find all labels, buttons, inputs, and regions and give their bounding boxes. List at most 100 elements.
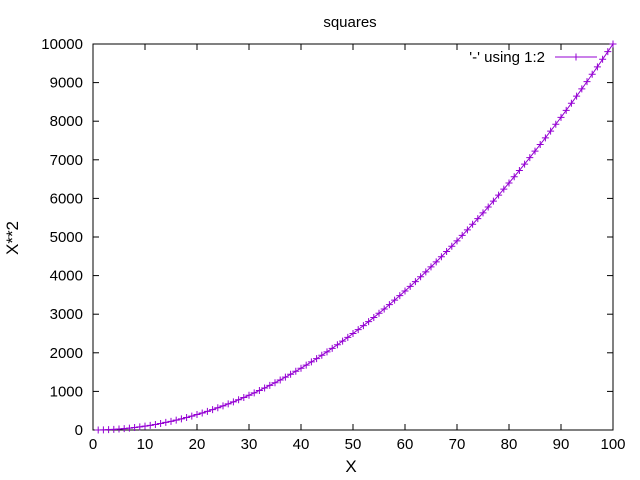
series-layer	[94, 40, 617, 434]
data-point	[370, 313, 378, 321]
data-point	[510, 173, 518, 181]
x-tick-label: 50	[345, 436, 362, 453]
data-point	[141, 422, 149, 430]
data-point	[463, 226, 471, 234]
data-point	[422, 268, 430, 276]
data-point	[193, 411, 201, 419]
data-point	[229, 398, 237, 406]
data-point	[432, 258, 440, 266]
data-point	[359, 322, 367, 330]
data-point	[188, 412, 196, 420]
data-point	[255, 386, 263, 394]
x-tick-label: 10	[137, 436, 154, 453]
data-point	[604, 48, 612, 56]
y-tick-label: 2000	[50, 345, 83, 362]
data-point	[271, 379, 279, 387]
data-point	[541, 134, 549, 142]
y-tick-label: 8000	[50, 113, 83, 130]
data-point	[302, 361, 310, 369]
data-point	[276, 376, 284, 384]
data-point	[167, 417, 175, 425]
data-point	[536, 141, 544, 149]
data-point	[177, 415, 185, 423]
data-point	[235, 396, 243, 404]
data-point	[448, 242, 456, 250]
x-tick-label: 0	[89, 436, 97, 453]
data-point	[224, 400, 232, 408]
data-point	[562, 106, 570, 114]
data-point	[552, 120, 560, 128]
series-line	[98, 43, 614, 431]
data-point	[453, 237, 461, 245]
x-tick-label: 80	[501, 436, 518, 453]
data-point	[531, 147, 539, 155]
data-point	[427, 263, 435, 271]
x-axis-ticks: 0 10 20 30 40 50 60 70 80 90 100	[89, 44, 626, 453]
data-point	[307, 358, 315, 366]
data-point	[599, 55, 607, 63]
data-point	[375, 309, 383, 317]
data-point	[209, 406, 217, 414]
data-point	[297, 364, 305, 372]
data-point	[183, 413, 191, 421]
chart-title: squares	[323, 14, 376, 31]
data-point	[333, 341, 341, 349]
data-point	[557, 113, 565, 121]
data-point	[578, 85, 586, 93]
y-tick-label: 7000	[50, 152, 83, 169]
legend-point	[572, 53, 580, 61]
x-tick-label: 30	[241, 436, 258, 453]
x-tick-label: 90	[553, 436, 570, 453]
y-tick-label: 4000	[50, 268, 83, 285]
data-point	[339, 337, 347, 345]
data-point	[505, 179, 513, 187]
data-point	[198, 409, 206, 417]
data-point	[292, 367, 300, 375]
data-point	[411, 278, 419, 286]
data-point	[391, 296, 399, 304]
data-point	[136, 423, 144, 431]
data-point	[120, 425, 128, 433]
data-point	[474, 215, 482, 223]
data-point	[323, 348, 331, 356]
plot-frame	[92, 43, 614, 431]
y-tick-label: 9000	[50, 75, 83, 92]
data-point	[328, 344, 336, 352]
y-axis-title: X**2	[3, 221, 22, 255]
data-point	[344, 333, 352, 341]
data-point	[250, 389, 258, 397]
data-point	[417, 273, 425, 281]
x-tick-label: 20	[189, 436, 206, 453]
y-tick-label: 10000	[41, 36, 83, 53]
data-point	[146, 421, 154, 429]
y-tick-label: 0	[75, 422, 83, 439]
data-point	[313, 355, 321, 363]
data-point	[318, 351, 326, 359]
data-point	[583, 78, 591, 86]
data-point	[406, 282, 414, 290]
data-point	[609, 40, 617, 48]
data-point	[573, 92, 581, 100]
data-point	[500, 185, 508, 193]
data-point	[469, 220, 477, 228]
data-point	[287, 370, 295, 378]
data-point	[380, 305, 388, 313]
data-point	[151, 420, 159, 428]
x-tick-label: 40	[293, 436, 310, 453]
data-point	[125, 424, 133, 432]
data-point	[588, 70, 596, 78]
data-point	[214, 404, 222, 412]
data-point	[245, 391, 253, 399]
data-point	[219, 402, 227, 410]
data-point	[443, 248, 451, 256]
y-tick-label: 3000	[50, 306, 83, 323]
data-point	[437, 253, 445, 261]
data-point	[567, 99, 575, 107]
x-tick-label: 100	[600, 436, 625, 453]
y-axis-ticks: 0 1000 2000 3000 4000 5000 6000 7000 8000 9000 100…	[41, 36, 613, 439]
data-point	[354, 326, 362, 334]
x-axis-title: X	[345, 457, 356, 476]
data-point	[489, 197, 497, 205]
y-tick-label: 6000	[50, 190, 83, 207]
